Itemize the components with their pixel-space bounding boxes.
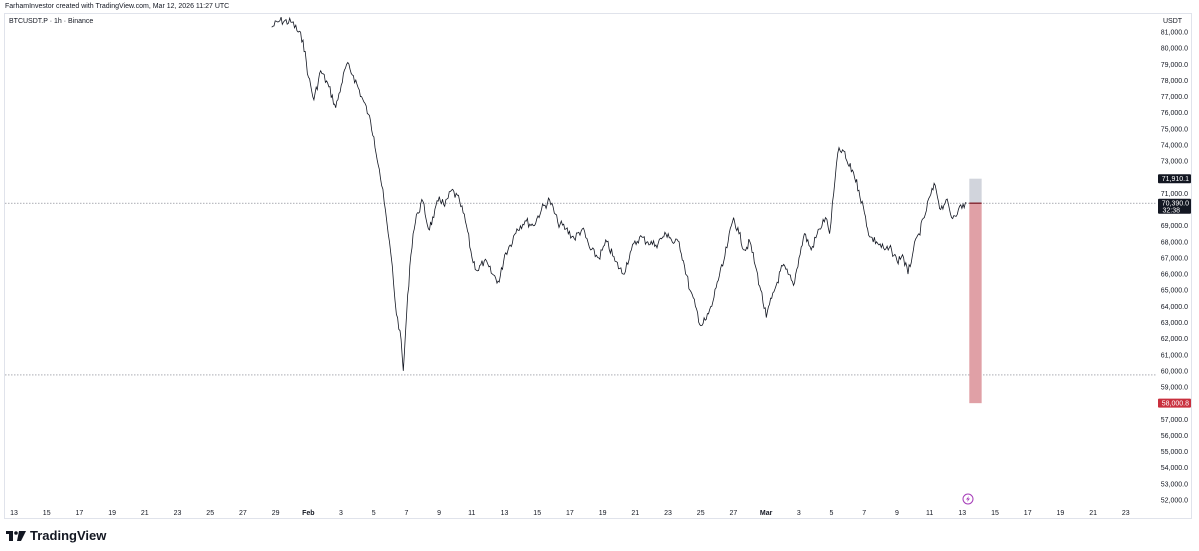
x-tick-label: 27 xyxy=(730,510,738,517)
y-tick-label: 78,000.0 xyxy=(1161,78,1188,85)
y-tick-label: 77,000.0 xyxy=(1161,94,1188,101)
y-tick-label: 75,000.0 xyxy=(1161,126,1188,133)
x-tick-label: 15 xyxy=(991,510,999,517)
x-tick-label: 13 xyxy=(958,510,966,517)
y-tick-label: 67,000.0 xyxy=(1161,255,1188,262)
x-tick-label: 9 xyxy=(895,510,899,517)
x-tick-label: 21 xyxy=(141,510,149,517)
y-tick-label: 68,000.0 xyxy=(1161,239,1188,246)
y-tick-label: 55,000.0 xyxy=(1161,449,1188,456)
y-tick-label: 53,000.0 xyxy=(1161,481,1188,488)
target-zone xyxy=(969,178,982,204)
y-tick-label: 52,000.0 xyxy=(1161,498,1188,505)
x-tick-label: 29 xyxy=(272,510,280,517)
y-tick-label: 59,000.0 xyxy=(1161,385,1188,392)
x-tick-label: 11 xyxy=(468,510,475,517)
x-tick-label: 17 xyxy=(566,510,574,517)
x-tick-label: 3 xyxy=(339,510,343,517)
x-tick-label: 9 xyxy=(437,510,441,517)
x-tick-label: 23 xyxy=(1122,510,1130,517)
y-tick-label: 71,000.0 xyxy=(1161,191,1188,198)
y-tick-label: 64,000.0 xyxy=(1161,304,1188,311)
y-tick-label: 69,000.0 xyxy=(1161,223,1188,230)
price-tag-text-last: 70,390.0 xyxy=(1162,201,1189,208)
y-tick-label: 81,000.0 xyxy=(1161,30,1188,37)
tradingview-logo-icon xyxy=(6,530,26,541)
x-tick-label: 21 xyxy=(1089,510,1097,517)
x-tick-label: 17 xyxy=(76,510,84,517)
x-tick-label: 5 xyxy=(830,510,834,517)
x-tick-label: 11 xyxy=(926,510,933,517)
price-tag-stop xyxy=(1158,398,1191,408)
x-tick-label: 3 xyxy=(797,510,801,517)
price-tag-target xyxy=(1158,174,1191,184)
x-tick-label: 25 xyxy=(206,510,214,517)
chart-frame xyxy=(4,13,1192,519)
y-tick-label: 63,000.0 xyxy=(1161,320,1188,327)
y-tick-label: 57,000.0 xyxy=(1161,417,1188,424)
y-tick-label: 79,000.0 xyxy=(1161,62,1188,69)
chart-caption: FarhamInvestor created with TradingView.… xyxy=(5,3,230,10)
stop-zone xyxy=(969,203,982,404)
y-tick-label: 62,000.0 xyxy=(1161,336,1188,343)
x-tick-label: 15 xyxy=(43,510,51,517)
x-tick-label: 13 xyxy=(501,510,509,517)
x-tick-label: 7 xyxy=(404,510,408,517)
x-tick-label: 21 xyxy=(631,510,639,517)
x-tick-label: 15 xyxy=(533,510,541,517)
price-tag-countdown: 32:38 xyxy=(1162,208,1180,215)
lightning-bolt-glyph xyxy=(966,496,970,502)
y-tick-label: 61,000.0 xyxy=(1161,352,1188,359)
price-tag-text-target: 71,910.1 xyxy=(1162,176,1189,183)
symbol-title[interactable]: BTCUSDT.P · 1h · Binance xyxy=(9,18,94,25)
x-tick-label: Feb xyxy=(302,510,314,517)
x-tick-label: 25 xyxy=(697,510,705,517)
x-tick-label: 23 xyxy=(664,510,672,517)
x-tick-label: 13 xyxy=(10,510,18,517)
y-tick-label: 76,000.0 xyxy=(1161,110,1188,117)
x-tick-label: 17 xyxy=(1024,510,1032,517)
x-tick-label: 19 xyxy=(108,510,116,517)
y-tick-label: 80,000.0 xyxy=(1161,46,1188,53)
x-tick-label: 23 xyxy=(174,510,182,517)
y-tick-label: 54,000.0 xyxy=(1161,465,1188,472)
x-tick-label: 7 xyxy=(862,510,866,517)
y-tick-label: 56,000.0 xyxy=(1161,433,1188,440)
x-tick-label: Mar xyxy=(760,510,773,517)
price-series-line xyxy=(271,16,967,371)
x-tick-label: 5 xyxy=(372,510,376,517)
y-tick-label: 60,000.0 xyxy=(1161,368,1188,375)
price-tag-last xyxy=(1158,198,1191,214)
currency-label[interactable]: USDT xyxy=(1163,18,1183,25)
x-tick-label: 27 xyxy=(239,510,247,517)
y-tick-label: 73,000.0 xyxy=(1161,159,1188,166)
y-tick-label: 65,000.0 xyxy=(1161,288,1188,295)
brand: TradingView xyxy=(6,528,106,543)
x-tick-label: 19 xyxy=(599,510,607,517)
brand-name: TradingView xyxy=(30,528,107,543)
x-tick-label: 19 xyxy=(1057,510,1065,517)
y-tick-label: 74,000.0 xyxy=(1161,142,1188,149)
price-tag-text-stop: 58,000.8 xyxy=(1162,401,1189,408)
y-tick-label: 66,000.0 xyxy=(1161,272,1188,279)
